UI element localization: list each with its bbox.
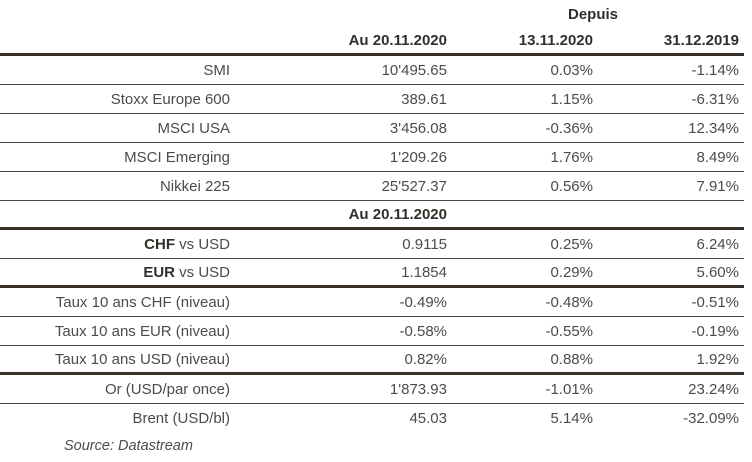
row-value-level: 25'527.37 (381, 177, 447, 195)
row-value-since-ytd: -0.19% (691, 322, 739, 340)
column-header-since-ytd: 31.12.2019 (663, 32, 739, 49)
row-value-since-week: 0.29% (550, 263, 593, 281)
row-value-since-ytd: -6.31% (691, 90, 739, 108)
row-label: MSCI USA (0, 120, 230, 137)
row-value-since-week: 1.76% (550, 148, 593, 166)
row-label-text: vs USD (174, 263, 230, 281)
table-row-or: Or (USD/par once) 1'873.93 -1.01% 23.24% (0, 375, 744, 404)
row-value-level: 1'873.93 (389, 380, 447, 398)
row-value-since-week: -0.48% (545, 293, 593, 311)
row-label-text: MSCI Emerging (124, 148, 230, 166)
column-header-row: Au 20.11.2020 13.11.2020 31.12.2019 (0, 28, 744, 56)
row-value-since-ytd: 1.92% (696, 350, 739, 368)
table-row-eur-vs-usd: EUR vs USD 1.1854 0.29% 5.60% (0, 259, 744, 288)
row-value-level: 1.1854 (401, 263, 447, 281)
row-label-text: Nikkei 225 (159, 177, 230, 195)
row-value-since-ytd: 23.24% (688, 380, 739, 398)
row-value-since-week: 0.25% (550, 235, 593, 253)
row-value-since-ytd: 8.49% (696, 148, 739, 166)
row-value-since-week: 0.03% (550, 61, 593, 79)
column-header-level-date: Au 20.11.2020 (348, 32, 447, 49)
row-label-text: MSCI USA (157, 119, 230, 137)
row-value-since-ytd: -1.14% (691, 61, 739, 79)
row-label: Taux 10 ans EUR (niveau) (0, 323, 230, 340)
row-label-text: Taux 10 ans EUR (niveau) (54, 322, 230, 340)
row-label: Nikkei 225 (0, 178, 230, 195)
row-value-level: 389.61 (401, 90, 447, 108)
row-label: CHF vs USD (0, 236, 230, 253)
depuis-spanner-label: Depuis (567, 5, 618, 23)
market-table: Depuis Au 20.11.2020 13.11.2020 31.12.20… (0, 0, 744, 454)
row-value-since-week: 5.14% (550, 410, 593, 427)
row-value-since-ytd: 6.24% (696, 235, 739, 253)
row-label: MSCI Emerging (0, 149, 230, 166)
row-label-text: Taux 10 ans CHF (niveau) (55, 293, 230, 311)
row-label-text: SMI (203, 61, 230, 79)
row-label: Or (USD/par once) (0, 381, 230, 398)
row-value-level: -0.58% (399, 322, 447, 340)
row-value-since-week: 0.88% (550, 350, 593, 368)
column-header-since-week: 13.11.2020 (518, 32, 593, 49)
row-value-level: 1'209.26 (389, 148, 447, 166)
section-header-row: Au 20.11.2020 (0, 201, 744, 230)
row-value-level: 0.9115 (402, 235, 447, 253)
row-value-level: 10'495.65 (381, 61, 447, 79)
row-value-since-week: -0.55% (545, 322, 593, 340)
row-label-text: Brent (USD/bl) (132, 410, 230, 427)
header-spanner-row: Depuis (0, 0, 744, 28)
row-value-since-week: 1.15% (550, 90, 593, 108)
row-label: SMI (0, 62, 230, 79)
row-label: Stoxx Europe 600 (0, 91, 230, 108)
row-value-since-ytd: -0.51% (691, 293, 739, 311)
row-value-since-week: -1.01% (545, 380, 593, 398)
row-value-level: 0.82% (404, 350, 447, 368)
source-note: Source: Datastream (64, 438, 193, 454)
row-label-bold: CHF (144, 235, 175, 253)
row-value-since-ytd: 7.91% (696, 177, 739, 195)
row-value-since-ytd: 5.60% (696, 263, 739, 281)
row-label-bold: EUR (143, 263, 175, 281)
table-row-msci-usa: MSCI USA 3'456.08 -0.36% 12.34% (0, 114, 744, 143)
table-row-chf-vs-usd: CHF vs USD 0.9115 0.25% 6.24% (0, 230, 744, 259)
row-label-text: Or (USD/par once) (104, 380, 230, 398)
row-value-level: 45.03 (409, 410, 447, 427)
table-row-smi: SMI 10'495.65 0.03% -1.14% (0, 56, 744, 85)
table-row-taux-10-ans-chf: Taux 10 ans CHF (niveau) -0.49% -0.48% -… (0, 288, 744, 317)
row-value-since-week: 0.56% (550, 177, 593, 195)
row-label: Taux 10 ans CHF (niveau) (0, 294, 230, 311)
table-row-taux-10-ans-usd: Taux 10 ans USD (niveau) 0.82% 0.88% 1.9… (0, 346, 744, 375)
row-value-level: -0.49% (399, 293, 447, 311)
table-row-msci-emerging: MSCI Emerging 1'209.26 1.76% 8.49% (0, 143, 744, 172)
row-label-text: vs USD (174, 235, 230, 253)
row-label: EUR vs USD (0, 264, 230, 281)
row-label: Taux 10 ans USD (niveau) (0, 351, 230, 368)
table-row-brent: Brent (USD/bl) 45.03 5.14% -32.09% (0, 404, 744, 433)
row-label: Brent (USD/bl) (0, 410, 230, 427)
row-label-text: Taux 10 ans USD (niveau) (54, 350, 230, 368)
section-header-label: Au 20.11.2020 (348, 205, 447, 223)
row-value-since-ytd: -32.09% (683, 410, 739, 427)
row-value-since-week: -0.36% (545, 119, 593, 137)
table-row-nikkei-225: Nikkei 225 25'527.37 0.56% 7.91% (0, 172, 744, 201)
row-value-level: 3'456.08 (389, 119, 447, 137)
row-label-text: Stoxx Europe 600 (110, 90, 230, 108)
row-value-since-ytd: 12.34% (688, 119, 739, 137)
table-row-stoxx-europe-600: Stoxx Europe 600 389.61 1.15% -6.31% (0, 85, 744, 114)
table-row-taux-10-ans-eur: Taux 10 ans EUR (niveau) -0.58% -0.55% -… (0, 317, 744, 346)
